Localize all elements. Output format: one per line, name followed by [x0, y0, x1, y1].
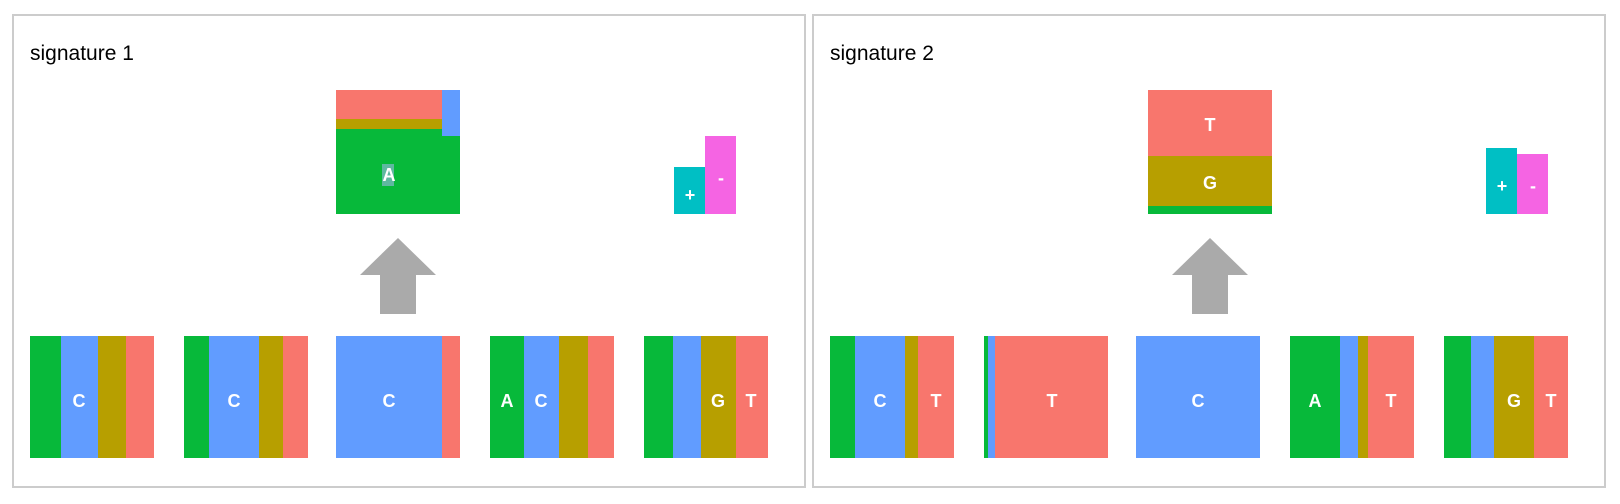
- flank-position-2: T: [984, 336, 1108, 458]
- flank-position-5: G T: [1444, 336, 1568, 458]
- strand-plus-label: +: [684, 185, 696, 205]
- base-label: G: [710, 391, 726, 411]
- flank-position-1: C T: [830, 336, 954, 458]
- base-label: G: [1506, 391, 1522, 411]
- flank-position-5: G T: [644, 336, 768, 458]
- alt-seg-A-right: [442, 136, 460, 214]
- seg-C: [61, 336, 98, 458]
- panel-title: signature 1: [30, 42, 134, 65]
- panel-title: signature 2: [830, 42, 934, 65]
- strand-plus-bar: [1486, 148, 1517, 214]
- seg-C: [209, 336, 259, 458]
- seg-A: [984, 336, 988, 458]
- seg-T: [283, 336, 308, 458]
- flank-position-3: C: [1136, 336, 1260, 458]
- seg-T: [588, 336, 614, 458]
- arrow-up-icon: [1172, 238, 1248, 314]
- base-label: C: [873, 391, 887, 411]
- alt-seg-T: [1148, 90, 1272, 156]
- seg-T: [995, 336, 1108, 458]
- base-label: C: [1191, 391, 1205, 411]
- seg-A: [30, 336, 61, 458]
- flank-position-4: A T: [1290, 336, 1414, 458]
- strand-bars: + -: [1486, 148, 1550, 214]
- alt-base-label: A: [382, 165, 396, 185]
- flank-position-4: A C: [490, 336, 614, 458]
- seg-A: [830, 336, 855, 458]
- base-label: T: [745, 391, 757, 411]
- alt-base-label-mid: G: [1202, 173, 1218, 193]
- seg-T: [918, 336, 954, 458]
- seg-A: [644, 336, 673, 458]
- alt-base-block: A: [336, 90, 460, 214]
- seg-C: [855, 336, 905, 458]
- seg-T: [1534, 336, 1568, 458]
- seg-C: [988, 336, 995, 458]
- base-label: A: [1308, 391, 1322, 411]
- base-label: A: [500, 391, 514, 411]
- base-label: T: [1046, 391, 1058, 411]
- base-label: T: [1545, 391, 1557, 411]
- alt-seg-T: [336, 90, 442, 119]
- base-label: C: [72, 391, 86, 411]
- seg-G: [559, 336, 588, 458]
- seg-T: [126, 336, 154, 458]
- alt-base-label-top: T: [1204, 115, 1216, 135]
- seg-A: [1290, 336, 1340, 458]
- base-label: T: [930, 391, 942, 411]
- alt-seg-C-sliver: [382, 164, 394, 186]
- alt-seg-G: [1148, 156, 1272, 206]
- seg-A: [184, 336, 209, 458]
- seg-C: [1471, 336, 1494, 458]
- alt-seg-A: [1148, 206, 1272, 214]
- seg-G: [259, 336, 283, 458]
- seg-T: [736, 336, 768, 458]
- alt-seg-C: [442, 90, 460, 136]
- strand-plus-label: +: [1496, 176, 1508, 196]
- seg-G: [98, 336, 126, 458]
- base-label: T: [1385, 391, 1397, 411]
- seg-G: [1358, 336, 1368, 458]
- strand-minus-label: -: [718, 168, 724, 188]
- seg-C: [524, 336, 559, 458]
- signature-panel-2: signature 2 T G + - C T T C: [812, 14, 1606, 488]
- seg-A: [1444, 336, 1471, 458]
- alt-seg-G: [336, 119, 442, 129]
- base-label: C: [534, 391, 548, 411]
- base-label: C: [227, 391, 241, 411]
- flank-position-3: C: [336, 336, 460, 458]
- strand-minus-bar: [1517, 154, 1548, 214]
- flank-position-1: C: [30, 336, 154, 458]
- base-label: C: [382, 391, 396, 411]
- seg-G: [1494, 336, 1534, 458]
- flank-position-2: C: [184, 336, 308, 458]
- seg-C: [336, 336, 442, 458]
- seg-G: [701, 336, 736, 458]
- strand-bars: + -: [674, 136, 738, 214]
- seg-C: [673, 336, 701, 458]
- seg-C: [1136, 336, 1260, 458]
- alt-base-block: T G: [1148, 90, 1272, 214]
- seg-G: [905, 336, 918, 458]
- signature-panel-1: signature 1 A + - C C C: [12, 14, 806, 488]
- seg-A: [490, 336, 524, 458]
- seg-C: [1340, 336, 1358, 458]
- strand-plus-bar: [674, 167, 705, 214]
- strand-minus-bar: [705, 136, 736, 214]
- arrow-up-icon: [360, 238, 436, 314]
- seg-T: [1368, 336, 1414, 458]
- seg-T: [442, 336, 460, 458]
- strand-minus-label: -: [1530, 176, 1536, 196]
